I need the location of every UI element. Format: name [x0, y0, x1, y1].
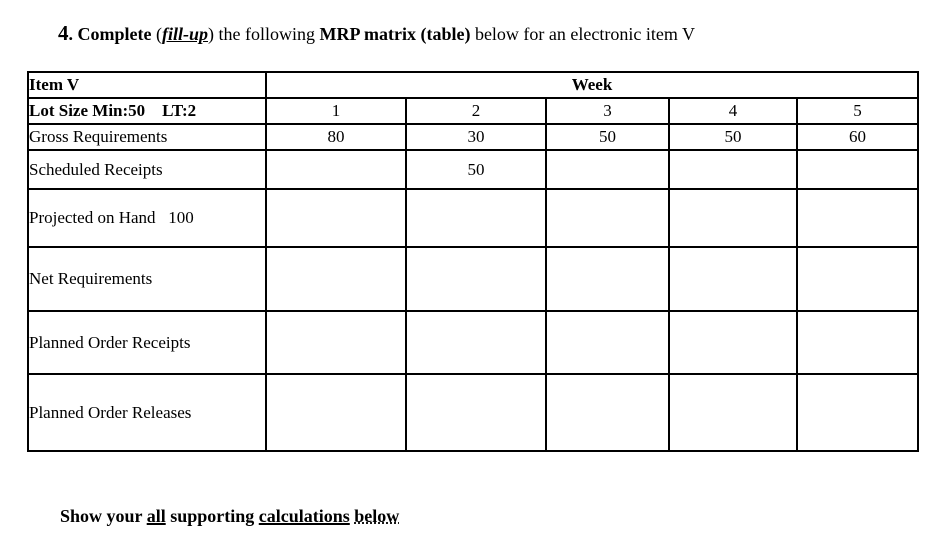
row-label-cell: Planned Order Releases [27, 373, 267, 452]
value-cell [668, 149, 798, 190]
lot-size-header-cell: Lot Size Min:50 LT:2 [27, 97, 267, 125]
question-number: 4 [58, 21, 69, 45]
row-label-cell: Planned Order Receipts [27, 310, 267, 375]
value-cell [545, 188, 670, 248]
week-header-cell: Week [264, 71, 920, 99]
title-middle-text: ) the following [208, 24, 320, 44]
value-cell [668, 188, 798, 248]
week-number-cell: 2 [405, 97, 547, 125]
value-cell [405, 188, 547, 248]
row-label-cell: Scheduled Receipts [27, 149, 267, 190]
footer-calculations-underlined: calculations [258, 506, 350, 526]
question-title: 4. Complete (fill-up) the following MRP … [58, 20, 695, 47]
table-row-item-week: Item V Week [27, 71, 920, 99]
week-number-cell: 5 [795, 97, 920, 125]
value-cell: 30 [405, 123, 547, 151]
value-cell [265, 188, 407, 248]
value-cell [545, 246, 670, 312]
week-number-cell: 3 [545, 97, 670, 125]
item-header-cell: Item V [27, 71, 267, 99]
value-cell [795, 188, 920, 248]
title-mrp-matrix-text: MRP matrix (table) [319, 24, 471, 44]
value-cell [405, 246, 547, 312]
footer-supporting-text: supporting [165, 506, 259, 526]
value-cell [668, 373, 798, 452]
table-row-gross-requirements: Gross Requirements 80 30 50 50 60 [27, 123, 920, 151]
value-cell: 50 [545, 123, 670, 151]
footer-all-underlined: all [146, 506, 166, 526]
week-number-cell: 1 [265, 97, 407, 125]
title-fill-up-emphasis: fill-up [161, 24, 208, 44]
table-row-scheduled-receipts: Scheduled Receipts 50 [27, 149, 920, 190]
value-cell [545, 310, 670, 375]
title-tail-text: below for an electronic item V [470, 24, 696, 44]
table-row-lot-size-weeks: Lot Size Min:50 LT:2 1 2 3 4 5 [27, 97, 920, 125]
value-cell: 50 [668, 123, 798, 151]
value-cell [265, 149, 407, 190]
value-cell [795, 246, 920, 312]
value-cell [265, 310, 407, 375]
value-cell: 80 [265, 123, 407, 151]
title-complete-text: . Complete [68, 24, 152, 44]
footer-below-dotted: below [354, 506, 400, 526]
table-row-projected-on-hand: Projected on Hand 100 [27, 188, 920, 248]
table-row-planned-order-receipts: Planned Order Receipts [27, 310, 920, 375]
value-cell [405, 373, 547, 452]
mrp-matrix-table: Item V Week Lot Size Min:50 LT:2 1 2 3 4… [27, 71, 920, 452]
value-cell [668, 246, 798, 312]
value-cell [795, 149, 920, 190]
table-row-net-requirements: Net Requirements [27, 246, 920, 312]
value-cell [265, 373, 407, 452]
week-number-cell: 4 [668, 97, 798, 125]
value-cell [795, 310, 920, 375]
row-label-cell: Net Requirements [27, 246, 267, 312]
value-cell: 50 [405, 149, 547, 190]
value-cell [265, 246, 407, 312]
value-cell: 60 [795, 123, 920, 151]
table-row-planned-order-releases: Planned Order Releases [27, 373, 920, 452]
value-cell [545, 373, 670, 452]
value-cell [405, 310, 547, 375]
value-cell [795, 373, 920, 452]
value-cell [668, 310, 798, 375]
footer-show-your-text: Show your [60, 506, 147, 526]
row-label-cell: Gross Requirements [27, 123, 267, 151]
value-cell [545, 149, 670, 190]
title-open-paren: ( [151, 24, 162, 44]
row-label-cell: Projected on Hand 100 [27, 188, 267, 248]
footer-instruction: Show your all supporting calculations be… [60, 506, 399, 527]
